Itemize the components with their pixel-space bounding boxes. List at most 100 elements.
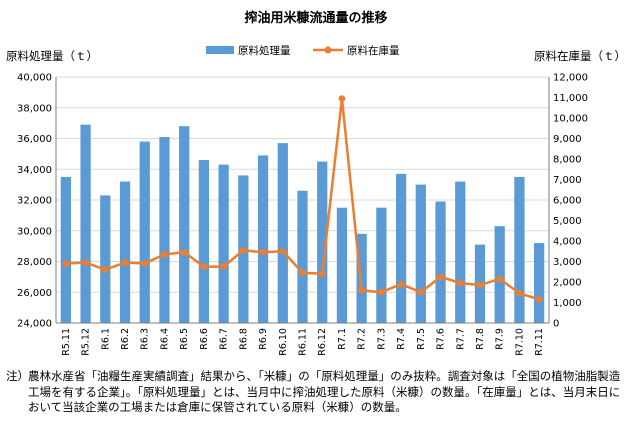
x-tick-label: R6.4	[159, 328, 170, 350]
bar	[159, 136, 170, 323]
y-right-tick-label: 1,000	[553, 298, 582, 309]
bar	[257, 155, 269, 323]
bar	[376, 207, 387, 323]
inventory-point	[180, 248, 188, 256]
y-left-tick-label: 26,000	[17, 288, 52, 299]
y-right-tick-label: 9,000	[553, 134, 582, 145]
x-tick-label: R6.1	[100, 328, 111, 350]
inventory-point	[397, 280, 405, 288]
bar	[395, 173, 407, 323]
y-right-tick-label: 5,000	[553, 216, 582, 227]
y-left-tick-labels: 24,000 26,000 28,000 30,000 32,000 34,000 36,0…	[17, 73, 52, 330]
x-tick-label: R6.9	[258, 328, 269, 350]
y-right-tick-label: 10,000	[553, 114, 588, 125]
inventory-point	[82, 259, 89, 266]
x-tick-label: R7.2	[357, 328, 368, 350]
x-tick-label: R6.8	[238, 328, 249, 350]
x-tick-label: R6.5	[179, 328, 190, 350]
x-tick-label: R7.1	[337, 328, 348, 350]
bar	[119, 181, 131, 323]
bar	[100, 195, 111, 323]
inventory-point	[318, 270, 326, 278]
x-tick-label: R7.6	[436, 328, 447, 350]
x-tick-label: R7.4	[396, 328, 407, 350]
bar	[435, 201, 446, 323]
bar	[514, 176, 525, 323]
y-left-tick-label: 32,000	[17, 196, 52, 207]
footnote-text: 農林水産省「油糧生産実績調査」結果から、「米糠」の「原料処理量」のみ抜粋。調査対…	[28, 369, 621, 414]
axes	[55, 77, 550, 324]
x-tick-label: R7.11	[534, 328, 545, 356]
y-left-tick-label: 28,000	[17, 257, 52, 268]
inventory-point	[437, 273, 444, 281]
x-tick-label: R7.7	[455, 328, 466, 350]
y-right-tick-labels: 0 1,000 2,000 3,000 4,000 5,000 6,000 7,000 8,00…	[553, 73, 588, 330]
bar-series	[60, 124, 545, 323]
inventory-point	[299, 269, 306, 277]
y-right-tick-label: 6,000	[553, 196, 582, 207]
legend-bar-swatch	[206, 46, 234, 54]
inventory-point	[496, 275, 504, 283]
inventory-point	[259, 248, 267, 256]
bar	[494, 226, 505, 323]
x-tick-label: R7.9	[495, 328, 506, 350]
inventory-point	[161, 251, 168, 258]
bar	[455, 181, 466, 323]
inventory-point	[417, 288, 425, 296]
legend: 原料処理量 原料在庫量	[206, 44, 400, 57]
legend-bar-label: 原料処理量	[238, 44, 291, 57]
chart-title: 搾油用米糠流通量の推移	[244, 10, 387, 26]
legend-line-label: 原料在庫量	[347, 44, 400, 57]
footnote-prefix: 注）	[6, 369, 29, 383]
inventory-point	[456, 279, 464, 287]
bar	[179, 126, 190, 323]
inventory-point	[476, 281, 484, 289]
y-left-tick-label: 24,000	[17, 319, 52, 330]
inventory-point	[535, 296, 543, 303]
bar	[139, 141, 150, 323]
inventory-point	[141, 260, 149, 267]
legend-line-marker	[324, 46, 332, 54]
inventory-point	[378, 288, 385, 296]
line-series	[62, 95, 543, 303]
bar	[218, 164, 229, 323]
x-tick-label: R7.3	[376, 328, 387, 350]
inventory-point	[358, 286, 365, 294]
y-left-tick-label: 40,000	[17, 73, 52, 84]
x-tick-label: R5.12	[81, 328, 92, 356]
y-left-tick-label: 30,000	[17, 226, 52, 237]
x-tick-label: R6.7	[219, 328, 230, 350]
y-right-tick-label: 12,000	[553, 73, 588, 84]
x-tick-label: R6.2	[120, 328, 131, 350]
x-tick-label: R6.12	[317, 328, 328, 356]
bar	[60, 176, 71, 323]
y-left-tick-label: 36,000	[17, 134, 52, 145]
x-tick-label: R7.10	[514, 328, 525, 356]
bar	[534, 243, 545, 323]
y-right-tick-label: 2,000	[553, 278, 582, 289]
y-right-tick-label: 3,000	[553, 257, 582, 268]
x-tick-label: R7.8	[475, 328, 486, 350]
inventory-point	[516, 289, 523, 297]
footnote: 注） 農林水産省「油糧生産実績調査」結果から、「米糠」の「原料処理量」のみ抜粋。…	[6, 369, 621, 416]
x-tick-label: R6.10	[278, 328, 289, 356]
x-tick-label: R6.6	[199, 328, 210, 350]
inventory-point	[240, 246, 247, 254]
x-tick-label: R5.11	[61, 328, 72, 356]
inventory-point	[200, 263, 208, 270]
inventory-point	[338, 95, 346, 102]
x-tick-label: R6.11	[298, 328, 309, 356]
x-tick-labels: R5.11 R5.12 R6.1 R6.2 R6.3 R6.4 R6.5 R6.6 R6.7 R6…	[61, 328, 545, 356]
y-right-tick-label: 0	[553, 319, 559, 330]
bar	[80, 124, 91, 323]
inventory-point	[279, 247, 287, 255]
x-tick-label: R7.5	[416, 328, 427, 350]
y-right-tick-label: 11,000	[553, 93, 588, 104]
y-left-tick-label: 34,000	[17, 165, 52, 176]
inventory-point	[220, 263, 227, 270]
y-right-tick-label: 4,000	[553, 237, 582, 248]
bar	[277, 143, 288, 323]
bar	[415, 184, 426, 323]
bar	[297, 190, 308, 323]
y-right-tick-label: 7,000	[553, 175, 582, 186]
